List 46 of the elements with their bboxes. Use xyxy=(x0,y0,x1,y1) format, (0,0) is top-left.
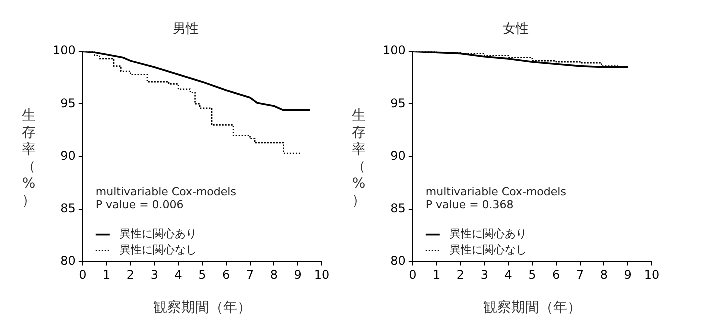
x-tick-label: 10 xyxy=(644,268,660,282)
x-tick-label: 0 xyxy=(79,268,87,282)
x-axis-title: 観察期間（年） xyxy=(483,300,582,316)
x-tick-label: 5 xyxy=(528,268,536,282)
y-tick-label: 80 xyxy=(390,254,406,268)
y-tick-label: 90 xyxy=(390,148,406,163)
x-tick-label: 10 xyxy=(314,268,330,282)
y-tick-label: 85 xyxy=(390,201,406,216)
legend-label: 異性に関心なし xyxy=(120,244,197,257)
x-tick-label: 5 xyxy=(198,268,206,282)
y-tick-label: 95 xyxy=(60,96,76,110)
chart-title: 女性 xyxy=(503,22,529,38)
x-tick-label: 1 xyxy=(102,268,111,282)
x-tick-label: 0 xyxy=(409,268,417,282)
y-tick-label: 85 xyxy=(60,201,76,216)
x-tick-label: 6 xyxy=(552,268,560,282)
annotation: P value = 0.368 xyxy=(426,198,514,212)
x-tick-label: 8 xyxy=(270,268,278,282)
annotation: multivariable Cox-models xyxy=(96,186,237,199)
x-tick-label: 9 xyxy=(294,268,302,282)
annotation: P value = 0.006 xyxy=(96,198,184,212)
x-axis-title: 観察期間（年） xyxy=(153,300,252,316)
legend-label: 異性に関心あり xyxy=(450,228,527,241)
x-tick-label: 9 xyxy=(624,268,632,282)
legend-label: 異性に関心なし xyxy=(450,244,527,257)
y-axis-title: 生存率（%） xyxy=(351,108,367,210)
y-tick-label: 80 xyxy=(60,254,76,268)
x-tick-label: 2 xyxy=(456,268,465,282)
x-tick-label: 4 xyxy=(504,268,512,282)
x-tick-label: 3 xyxy=(150,268,158,282)
y-axis-title: 生存率（%） xyxy=(21,108,37,210)
chart-title: 男性 xyxy=(173,22,199,38)
y-tick-label: 100 xyxy=(53,44,76,58)
x-tick-label: 4 xyxy=(174,268,182,282)
x-tick-label: 7 xyxy=(246,268,254,282)
y-tick-label: 90 xyxy=(60,148,76,163)
x-tick-label: 2 xyxy=(126,268,135,282)
x-tick-label: 1 xyxy=(432,268,441,282)
y-tick-label: 100 xyxy=(383,44,406,58)
legend-label: 異性に関心あり xyxy=(120,228,197,241)
x-tick-label: 6 xyxy=(222,268,230,282)
y-tick-label: 95 xyxy=(390,96,406,110)
x-tick-label: 8 xyxy=(600,268,608,282)
x-tick-label: 3 xyxy=(480,268,488,282)
x-tick-label: 7 xyxy=(576,268,584,282)
annotation: multivariable Cox-models xyxy=(426,186,567,199)
